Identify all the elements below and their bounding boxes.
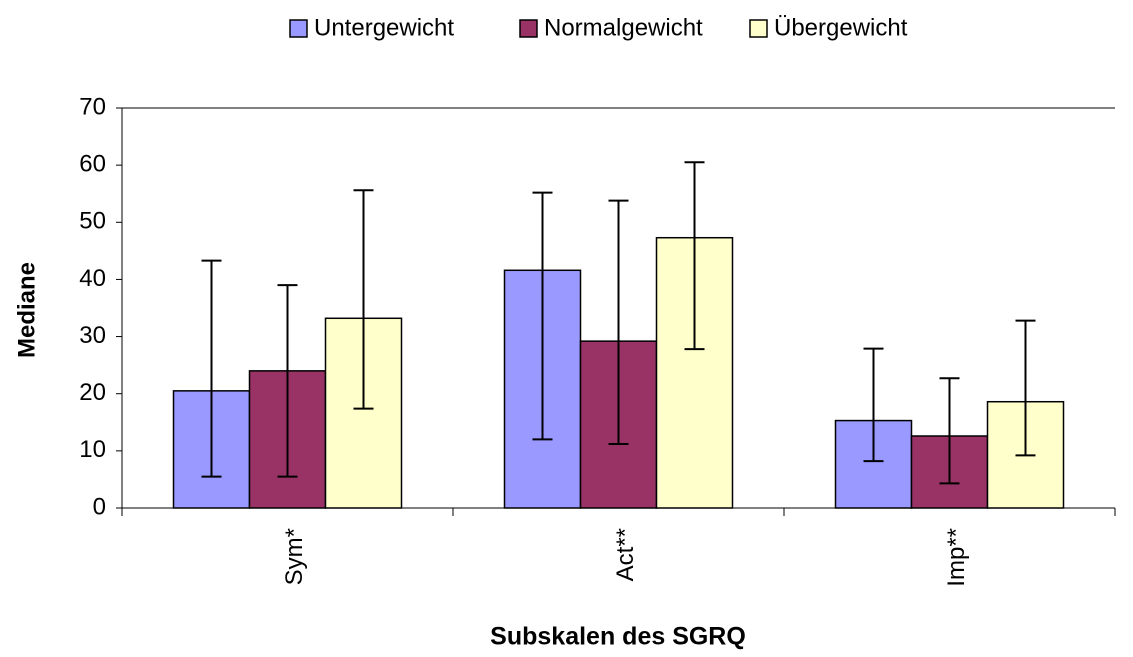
legend-label: Übergewicht xyxy=(774,14,908,41)
legend-label: Normalgewicht xyxy=(544,14,703,41)
y-tick-label: 60 xyxy=(79,150,106,177)
y-tick-label: 50 xyxy=(79,208,106,235)
y-tick-label: 0 xyxy=(93,493,106,520)
legend-swatch xyxy=(519,19,538,38)
y-axis-label: Mediane xyxy=(13,262,40,358)
x-tick-label: Act** xyxy=(612,528,639,581)
x-axis-label: Subskalen des SGRQ xyxy=(490,623,746,651)
legend-swatch xyxy=(289,19,308,38)
y-tick-label: 70 xyxy=(79,93,106,120)
y-tick-label: 30 xyxy=(79,322,106,349)
x-tick-label: Imp** xyxy=(943,528,970,587)
legend-label: Untergewicht xyxy=(314,14,454,41)
legend-swatch xyxy=(749,19,768,38)
y-tick-label: 10 xyxy=(79,436,106,463)
y-tick-label: 40 xyxy=(79,265,106,292)
y-tick-label: 20 xyxy=(79,379,106,406)
x-tick-label: Sym* xyxy=(281,528,308,585)
